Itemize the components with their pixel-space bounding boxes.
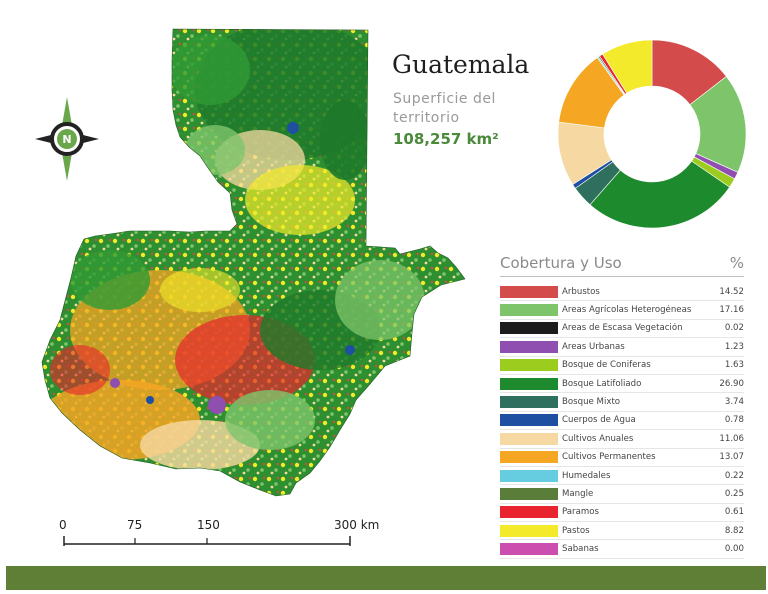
scale-label-150: 150 xyxy=(197,518,220,532)
legend-row: Áreas Agrícolas Heterogéneas 17.16 xyxy=(500,301,744,320)
area-value: 108,257 km² xyxy=(393,130,499,148)
legend-row: Bosque Latifoliado 26.90 xyxy=(500,375,744,394)
legend-row: Paramos 0.61 xyxy=(500,504,744,523)
legend-swatch xyxy=(500,543,558,556)
legend-label: Paramos xyxy=(562,507,599,518)
legend-row: Bosque de Coniferas 1.63 xyxy=(500,357,744,375)
legend-label: Áreas de Escasa Vegetación xyxy=(562,323,683,334)
legend-value: 17.16 xyxy=(719,305,744,316)
legend-swatch xyxy=(500,285,558,298)
legend-percent-header: % xyxy=(729,254,744,272)
legend-label: Bosque Latifoliado xyxy=(562,378,642,389)
legend-swatch xyxy=(500,524,558,537)
legend-swatch xyxy=(500,340,558,353)
legend-row: Áreas Urbanas 1.23 xyxy=(500,338,744,357)
legend-swatch xyxy=(500,487,558,500)
scale-bar xyxy=(63,536,351,546)
legend-value: 1.23 xyxy=(724,341,744,352)
legend-value: 0.22 xyxy=(724,470,744,481)
legend-value: 13.07 xyxy=(719,452,744,463)
legend-header: Cobertura y Uso % xyxy=(500,254,744,277)
legend-swatch xyxy=(500,304,558,317)
compass-rose-icon xyxy=(35,97,99,181)
scale-label-75: 75 xyxy=(127,518,143,532)
legend-swatch xyxy=(500,359,558,372)
legend-label: Arbustos xyxy=(562,286,600,297)
legend-swatch xyxy=(500,469,558,482)
legend-value: 14.52 xyxy=(719,286,744,297)
legend-value: 3.74 xyxy=(724,397,744,408)
legend-swatch xyxy=(500,432,558,445)
scale-label-0: 0 xyxy=(59,518,67,532)
legend-value: 26.90 xyxy=(719,378,744,389)
legend-value: 0.00 xyxy=(724,544,744,555)
legend-swatch xyxy=(500,396,558,409)
donut-slice xyxy=(589,160,730,229)
scale-label-300: 300 km xyxy=(334,518,380,532)
legend-title: Cobertura y Uso xyxy=(500,254,622,272)
coverage-donut-chart xyxy=(557,39,747,229)
legend-row: Arbustos 14.52 xyxy=(500,283,744,302)
legend-value: 0.02 xyxy=(724,323,744,334)
legend-label: Bosque Mixto xyxy=(562,397,621,408)
legend-label: Mangle xyxy=(562,488,594,499)
legend-row: Áreas de Escasa Vegetación 0.02 xyxy=(500,320,744,339)
legend-row: Cultivos Anuales 11.06 xyxy=(500,430,744,449)
legend-row: Mangle 0.25 xyxy=(500,485,744,504)
legend-value: 0.25 xyxy=(724,488,744,499)
legend-label: Áreas Agrícolas Heterogéneas xyxy=(562,305,692,316)
legend-swatch xyxy=(500,506,558,519)
legend-label: Áreas Urbanas xyxy=(562,341,625,352)
legend-row: Sabanas 0.00 xyxy=(500,540,744,559)
legend-label: Sabanas xyxy=(562,544,599,555)
legend-swatch xyxy=(500,414,558,427)
legend-row: Cuerpos de Agua 0.78 xyxy=(500,412,744,431)
legend-swatch xyxy=(500,451,558,464)
legend-swatch xyxy=(500,377,558,390)
footer-bar xyxy=(6,566,766,590)
legend-row: Cultivos Permanentes 13.07 xyxy=(500,449,744,467)
legend-rows: Arbustos 14.52 Áreas Agrícolas Heterogénea… xyxy=(500,283,744,559)
legend-row: Humedales 0.22 xyxy=(500,467,744,486)
legend-value: 0.78 xyxy=(724,415,744,426)
legend-value: 1.63 xyxy=(724,360,744,371)
legend-value: 0.61 xyxy=(724,507,744,518)
legend-value: 8.82 xyxy=(724,525,744,536)
legend-label: Cultivos Permanentes xyxy=(562,452,656,463)
compass-north-label: N xyxy=(62,133,71,146)
coverage-legend: Cobertura y Uso % Arbustos 14.52 Áreas Agr… xyxy=(500,254,744,559)
legend-label: Bosque de Coniferas xyxy=(562,360,651,371)
legend-row: Bosque Mixto 3.74 xyxy=(500,393,744,412)
legend-row: Pastos 8.82 xyxy=(500,522,744,541)
legend-label: Cultivos Anuales xyxy=(562,433,634,444)
legend-value: 11.06 xyxy=(719,433,744,444)
legend-label: Cuerpos de Agua xyxy=(562,415,636,426)
legend-label: Pastos xyxy=(562,525,590,536)
page-title: Guatemala xyxy=(392,50,530,79)
area-subtitle: Superficie del territorio xyxy=(393,91,496,126)
donut-slice xyxy=(602,39,653,94)
legend-label: Humedales xyxy=(562,470,611,481)
legend-swatch xyxy=(500,322,558,335)
